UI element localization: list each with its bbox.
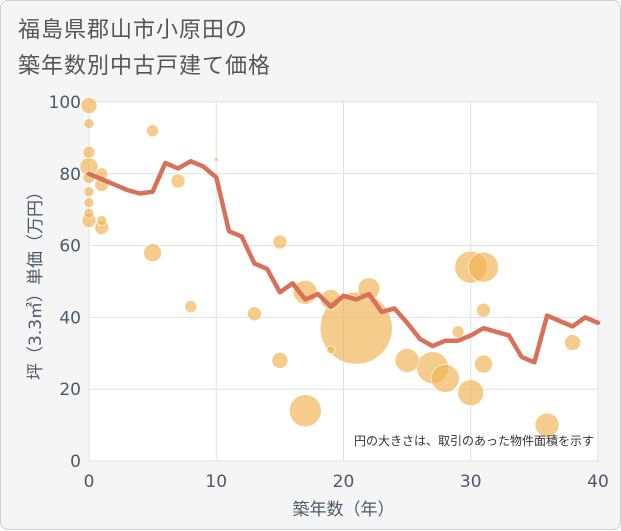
bubble-point [83,207,95,219]
x-tick-label: 40 [587,472,609,492]
y-tick-label: 60 [59,237,81,257]
y-tick-label: 100 [49,93,81,113]
bubble-point [271,352,289,369]
bubble-point [451,325,465,339]
bubble-point [534,412,560,438]
bubble-point [564,334,581,351]
bubble-point [247,306,262,322]
x-tick-label: 30 [460,472,482,492]
y-tick-label: 0 [70,452,81,472]
bubble-point [394,348,420,373]
bubble-point [289,394,322,428]
bubble-point [82,145,96,159]
x-tick-label: 20 [333,472,355,492]
bubble-point [184,300,198,313]
bubble-point [326,345,336,355]
x-tick-labels: 0 10 20 30 40 [84,472,609,492]
x-axis-label: 築年数（年） [293,500,395,520]
bubble-point [83,197,95,208]
bubble-point [213,157,219,162]
bubble-point [272,234,288,250]
bubble-point [146,124,159,138]
bubble-point [96,215,108,226]
bubble-point [430,364,460,393]
bubble-point [468,251,499,283]
bubble-point [80,97,98,114]
bubble-size-note: 円の大きさは、取引のあった物件面積を示す [354,433,594,448]
bubble-point [474,354,493,374]
bubble-point [476,302,491,318]
bubble-point [83,186,95,198]
chart-title: 福島県郡山市小原田の 築年数別中古戸建て価格 [18,13,271,85]
y-axis-label: 坪（3.3㎡）単価（万円） [26,183,46,380]
y-tick-labels: 0 20 40 60 80 100 [49,93,81,472]
bubble-point [319,291,393,365]
average-price-line [86,158,601,365]
y-tick-label: 80 [59,165,81,185]
bubble-point [457,379,485,407]
chart-title-line2: 築年数別中古戸建て価格 [18,54,272,79]
bubble-point [143,243,162,263]
y-tick-label: 20 [59,380,81,400]
bubble-point [83,118,95,129]
x-tick-label: 0 [84,472,95,492]
x-tick-label: 10 [205,472,227,492]
y-tick-label: 40 [59,308,81,328]
bubble-series [79,97,581,438]
chart-title-line1: 福島県郡山市小原田の [18,18,249,43]
bubble-point [170,173,186,189]
